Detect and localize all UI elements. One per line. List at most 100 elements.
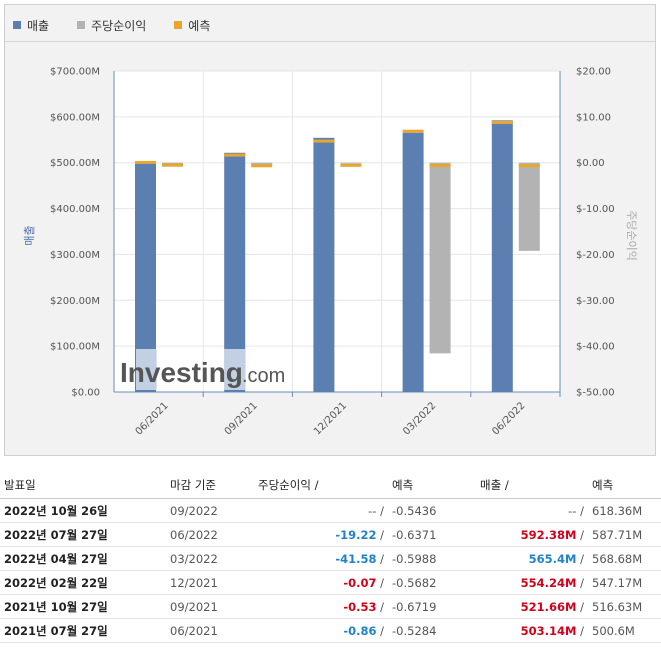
header-revenue-label: 매출	[480, 478, 502, 492]
right-axis-tick-label: $-50.00	[576, 388, 615, 399]
table-row: 2021년 07월 27일 06/2021 -0.86 /-0.5284 503.14…	[0, 618, 661, 643]
revenue-sep: /	[580, 623, 584, 638]
revenue-actual-cell: -- /	[476, 498, 588, 523]
eps-bar	[340, 162, 362, 164]
left-axis-tick-label: $400.00M	[50, 204, 100, 215]
eps-actual-value: -0.07	[343, 575, 377, 590]
eps-bar	[518, 162, 540, 251]
watermark-logo-suffix: .com	[242, 365, 285, 387]
eps-forecast-cell: -0.5284	[388, 618, 476, 643]
watermark-logo-text: Investing	[120, 357, 243, 388]
left-axis-tick-label: $0.00	[71, 388, 100, 399]
left-axis-tick-label: $200.00M	[50, 296, 100, 307]
eps-sep: /	[380, 503, 384, 518]
chart-legend: 매출 주당순이익 예측	[13, 13, 238, 37]
right-axis-tick-label: $0.00	[576, 158, 605, 169]
revenue-actual-value: 554.24M	[520, 575, 577, 590]
eps-actual-cell: -41.58 /	[254, 546, 388, 571]
legend-item-eps[interactable]: 주당순이익	[77, 17, 146, 34]
x-axis-tick-label: 12/2021	[312, 400, 349, 437]
revenue-bar	[491, 120, 513, 393]
legend-label-forecast: 예측	[188, 18, 211, 33]
period-end-cell: 06/2022	[166, 522, 254, 547]
revenue-forecast-cell: 516.63M	[588, 594, 661, 619]
eps-sep: /	[380, 599, 384, 614]
header-eps[interactable]: 주당순이익 /	[254, 472, 388, 499]
x-axis-tick-label: 06/2021	[134, 400, 171, 437]
revenue-forecast-cell: 568.68M	[588, 546, 661, 571]
revenue-sep: /	[580, 575, 584, 590]
period-end-cell: 09/2021	[166, 594, 254, 619]
revenue-actual-value: --	[568, 503, 577, 518]
revenue-bar	[135, 161, 156, 392]
header-revenue-forecast[interactable]: 예측	[588, 472, 661, 499]
period-end-cell: 03/2022	[166, 546, 254, 571]
eps-forecast-cell: -0.5988	[388, 546, 476, 571]
header-release-date[interactable]: 발표일	[0, 472, 166, 499]
table-row: 2022년 02월 22일 12/2021 -0.07 /-0.5682 554.24…	[0, 570, 661, 595]
header-eps-forecast[interactable]: 예측	[388, 472, 476, 499]
right-axis-tick-label: $-30.00	[576, 296, 615, 307]
header-revenue[interactable]: 매출 /	[476, 472, 588, 499]
left-axis-tick-label: $300.00M	[50, 250, 100, 261]
eps-forecast-marker	[251, 164, 273, 168]
revenue-forecast-marker	[402, 129, 424, 133]
revenue-actual-cell: 521.66M /	[476, 594, 588, 619]
revenue-actual-cell: 554.24M /	[476, 570, 588, 595]
eps-actual-value: -0.86	[343, 623, 377, 638]
right-axis-tick-label: $-20.00	[576, 250, 615, 261]
right-axis-tick-label: $-40.00	[576, 342, 615, 353]
revenue-forecast-marker	[491, 120, 513, 124]
eps-actual-value: --	[368, 503, 377, 518]
header-eps-sep: /	[314, 478, 319, 492]
eps-sep: /	[380, 527, 384, 542]
watermark-band	[136, 349, 157, 390]
right-axis-tick-label: $20.00	[576, 67, 611, 78]
legend-swatch-eps	[77, 21, 86, 29]
eps-forecast-cell: -0.6719	[388, 594, 476, 619]
legend-item-revenue[interactable]: 매출	[13, 17, 49, 34]
revenue-actual-cell: 503.14M /	[476, 618, 588, 643]
release-date-cell: 2022년 10월 26일	[0, 498, 166, 523]
header-period-end[interactable]: 마감 기준	[166, 472, 254, 499]
header-revenue-sep: /	[504, 478, 509, 492]
legend-swatch-forecast	[174, 21, 183, 29]
eps-forecast-cell: -0.6371	[388, 522, 476, 547]
period-end-cell: 09/2022	[166, 498, 254, 523]
eps-sep: /	[380, 551, 384, 566]
legend-item-forecast[interactable]: 예측	[174, 17, 210, 34]
left-axis-tick-label: $100.00M	[50, 342, 100, 353]
legend-swatch-revenue	[13, 21, 21, 29]
right-axis-title: 주당순이익	[625, 210, 638, 261]
revenue-forecast-cell: 547.17M	[588, 570, 661, 595]
eps-sep: /	[380, 575, 384, 590]
eps-actual-cell: -- /	[254, 498, 388, 523]
legend-divider	[5, 41, 655, 42]
revenue-bar	[402, 132, 424, 393]
release-date-cell: 2021년 10월 27일	[0, 594, 166, 619]
eps-forecast-marker	[429, 163, 451, 167]
table-row: 2021년 10월 27일 09/2021 -0.53 /-0.6719 521.66…	[0, 594, 661, 619]
eps-actual-cell: -19.22 /	[254, 522, 388, 547]
right-axis-tick-label: $10.00	[576, 112, 611, 123]
revenue-actual-value: 592.38M	[520, 527, 577, 542]
legend-label-revenue: 매출	[27, 18, 50, 33]
eps-forecast-marker	[162, 163, 183, 167]
right-axis-tick-label: $-10.00	[576, 204, 615, 215]
revenue-actual-value: 565.4M	[528, 551, 577, 566]
eps-actual-cell: -0.86 /	[254, 618, 388, 643]
x-axis-tick-label: 06/2022	[490, 400, 527, 437]
revenue-forecast-marker	[313, 139, 335, 143]
eps-forecast-cell: -0.5436	[388, 498, 476, 523]
revenue-actual-value: 521.66M	[520, 599, 577, 614]
revenue-forecast-marker	[224, 153, 246, 157]
revenue-actual-value: 503.14M	[520, 623, 577, 638]
eps-actual-cell: -0.53 /	[254, 594, 388, 619]
legend-label-eps: 주당순이익	[91, 18, 147, 33]
eps-actual-value: -19.22	[335, 527, 377, 542]
release-date-cell: 2022년 04월 27일	[0, 546, 166, 571]
revenue-forecast-cell: 587.71M	[588, 522, 661, 547]
revenue-bar	[224, 152, 246, 392]
earnings-table: 발표일 마감 기준 주당순이익 / 예측 매출 / 예측 2022년 10월 2…	[0, 472, 661, 643]
revenue-sep: /	[580, 527, 584, 542]
